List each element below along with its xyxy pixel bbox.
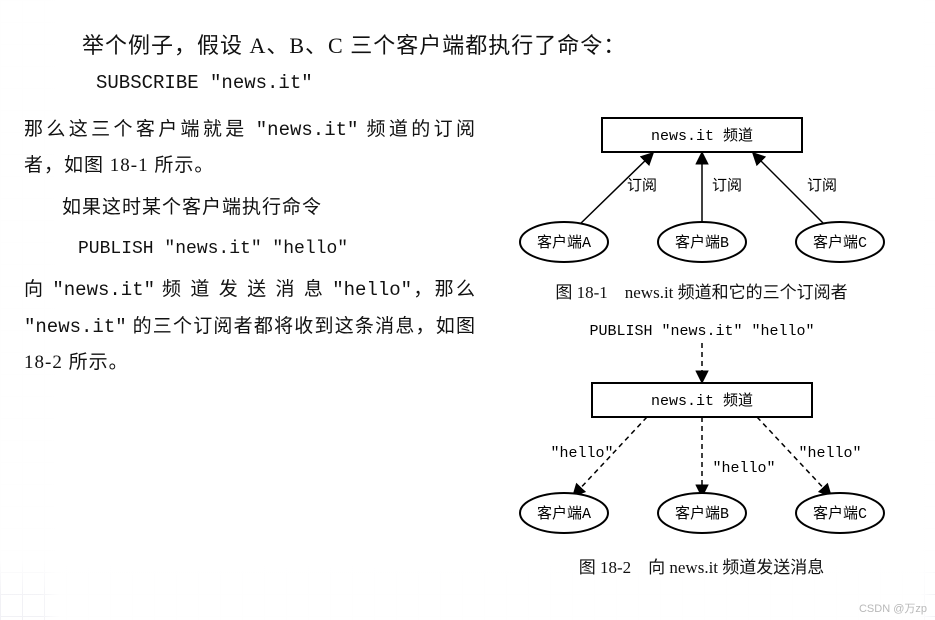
two-column-layout: 那么这三个客户端就是 "news.it" 频道的订阅者，如图 18-1 所示。 … <box>24 112 911 592</box>
paragraph-1: 那么这三个客户端就是 "news.it" 频道的订阅者，如图 18-1 所示。 <box>24 112 476 184</box>
paragraph-3: 向 "news.it" 频 道 发 送 消 息 "hello"，那么 "news… <box>24 272 476 380</box>
p3-c: 频 道 发 送 消 息 <box>155 279 332 300</box>
figure-18-2: PUBLISH "news.it" "hello" news.it 频道 "he… <box>492 317 902 547</box>
client-b-label: 客户端B <box>675 234 729 252</box>
client-c-label-2: 客户端C <box>813 505 867 523</box>
client-c-label: 客户端C <box>813 234 867 252</box>
p1-part-a: 那么这三个客户端就是 <box>24 119 256 140</box>
edge-label-c: 订阅 <box>807 177 837 195</box>
intro-heading: 举个例子，假设 A、B、C 三个客户端都执行了命令： <box>82 28 911 60</box>
figure-18-2-caption: 图 18-2 向 news.it 频道发送消息 <box>492 553 911 578</box>
csdn-watermark: CSDN @万zp <box>859 600 927 616</box>
p3-a: 向 <box>24 279 52 300</box>
msg-label-a: "hello" <box>550 445 613 462</box>
channel-label-2: news.it 频道 <box>651 392 753 410</box>
edge-label-a: 订阅 <box>627 177 657 195</box>
right-figure-column: news.it 频道 订阅 订阅 订阅 客户端A 客户端B 客户端C 图 18-… <box>484 112 911 592</box>
paragraph-2: 如果这时某个客户端执行命令 <box>24 190 476 226</box>
p3-hello: "hello" <box>332 279 412 301</box>
left-text-column: 那么这三个客户端就是 "news.it" 频道的订阅者，如图 18-1 所示。 … <box>24 112 484 387</box>
p3-news-it-2: "news.it" <box>24 316 127 338</box>
page-content: 举个例子，假设 A、B、C 三个客户端都执行了命令： SUBSCRIBE "ne… <box>0 0 935 620</box>
publish-cmd-label: PUBLISH "news.it" "hello" <box>589 323 814 340</box>
p3-news-it-1: "news.it" <box>52 279 155 301</box>
figure-18-1-caption: 图 18-1 news.it 频道和它的三个订阅者 <box>492 278 911 303</box>
client-a-label-2: 客户端A <box>537 505 591 523</box>
msg-label-b: "hello" <box>712 460 775 477</box>
client-a-label: 客户端A <box>537 234 591 252</box>
edge-label-b: 订阅 <box>712 177 742 195</box>
p3-e: ，那么 <box>412 279 476 300</box>
publish-code: PUBLISH "news.it" "hello" <box>24 232 476 266</box>
figure-18-1: news.it 频道 订阅 订阅 订阅 客户端A 客户端B 客户端C <box>492 112 902 272</box>
subscribe-code: SUBSCRIBE "news.it" <box>96 72 911 94</box>
msg-label-c: "hello" <box>798 445 861 462</box>
p1-news-it: "news.it" <box>256 119 359 141</box>
client-b-label-2: 客户端B <box>675 505 729 523</box>
channel-label: news.it 频道 <box>651 127 753 145</box>
